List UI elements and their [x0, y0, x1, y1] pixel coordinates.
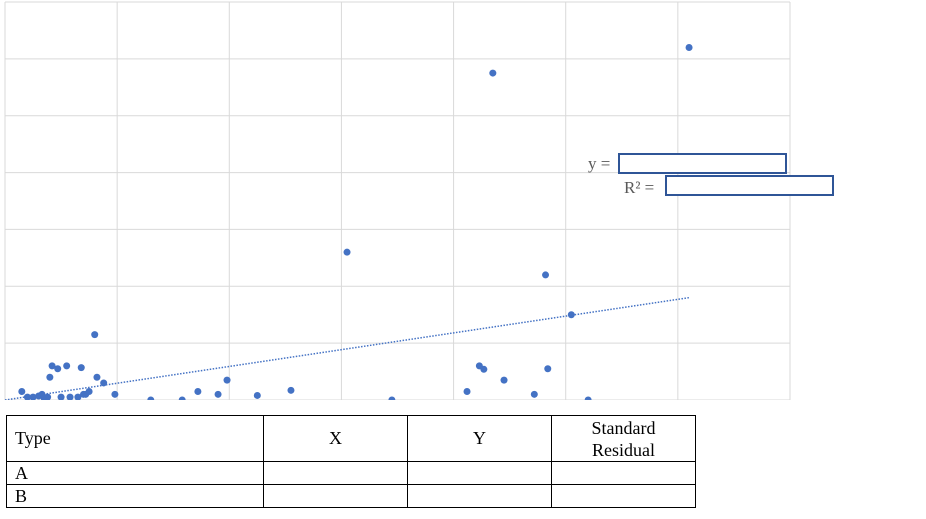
data-point [93, 373, 101, 381]
table-row: B [6, 484, 696, 508]
header-residual-line1: Standard [591, 417, 656, 438]
data-point [18, 387, 26, 395]
data-point [111, 390, 119, 398]
data-point [463, 387, 471, 395]
data-point [567, 311, 575, 319]
data-point [223, 376, 231, 384]
trendline [4, 296, 690, 400]
data-point [57, 393, 65, 400]
data-point [194, 387, 202, 395]
data-point [54, 365, 62, 373]
data-point [489, 69, 497, 77]
header-x: X [263, 415, 408, 462]
data-point [91, 331, 99, 339]
scatter-chart [4, 1, 791, 400]
header-standard-residual: Standard Residual [551, 415, 696, 462]
header-residual-line2: Residual [592, 439, 655, 460]
cell-y[interactable] [407, 484, 552, 508]
row-type: A [6, 461, 264, 485]
data-point [253, 391, 261, 399]
data-point [147, 396, 155, 400]
data-point [287, 386, 295, 394]
header-type: Type [6, 415, 264, 462]
data-point [48, 362, 56, 370]
equation-y-input[interactable] [618, 153, 787, 174]
cell-residual[interactable] [551, 484, 696, 508]
data-point [480, 365, 488, 373]
data-point [343, 248, 351, 256]
row-type: B [6, 484, 264, 508]
equation-r2-input[interactable] [665, 175, 834, 196]
data-point [29, 393, 37, 400]
data-point [100, 379, 108, 387]
data-point [66, 393, 74, 400]
equation-r2-label: R² = [624, 178, 655, 197]
data-points [18, 43, 693, 400]
cell-residual[interactable] [551, 461, 696, 485]
data-point [44, 393, 52, 400]
data-point [178, 396, 186, 400]
table-row: A [6, 461, 696, 485]
trendline-path [4, 296, 690, 400]
cell-x[interactable] [263, 484, 408, 508]
header-y: Y [407, 415, 552, 462]
data-point [77, 364, 85, 372]
data-point [530, 390, 538, 398]
data-point [584, 396, 592, 400]
data-point [544, 365, 552, 373]
data-point [46, 373, 54, 381]
equation-y-label: y = [588, 154, 611, 173]
data-point [542, 271, 550, 279]
data-point [23, 393, 31, 400]
data-point [63, 362, 71, 370]
data-point [214, 390, 222, 398]
cell-x[interactable] [263, 461, 408, 485]
table-header-row: Type X Y Standard Residual [6, 415, 696, 462]
data-point [685, 43, 693, 51]
data-point [85, 387, 93, 395]
data-point [500, 376, 508, 384]
residual-table: Type X Y Standard Residual A B [6, 415, 696, 508]
chart-gridlines [4, 1, 791, 400]
data-point [74, 393, 82, 400]
data-point [388, 396, 396, 400]
cell-y[interactable] [407, 461, 552, 485]
